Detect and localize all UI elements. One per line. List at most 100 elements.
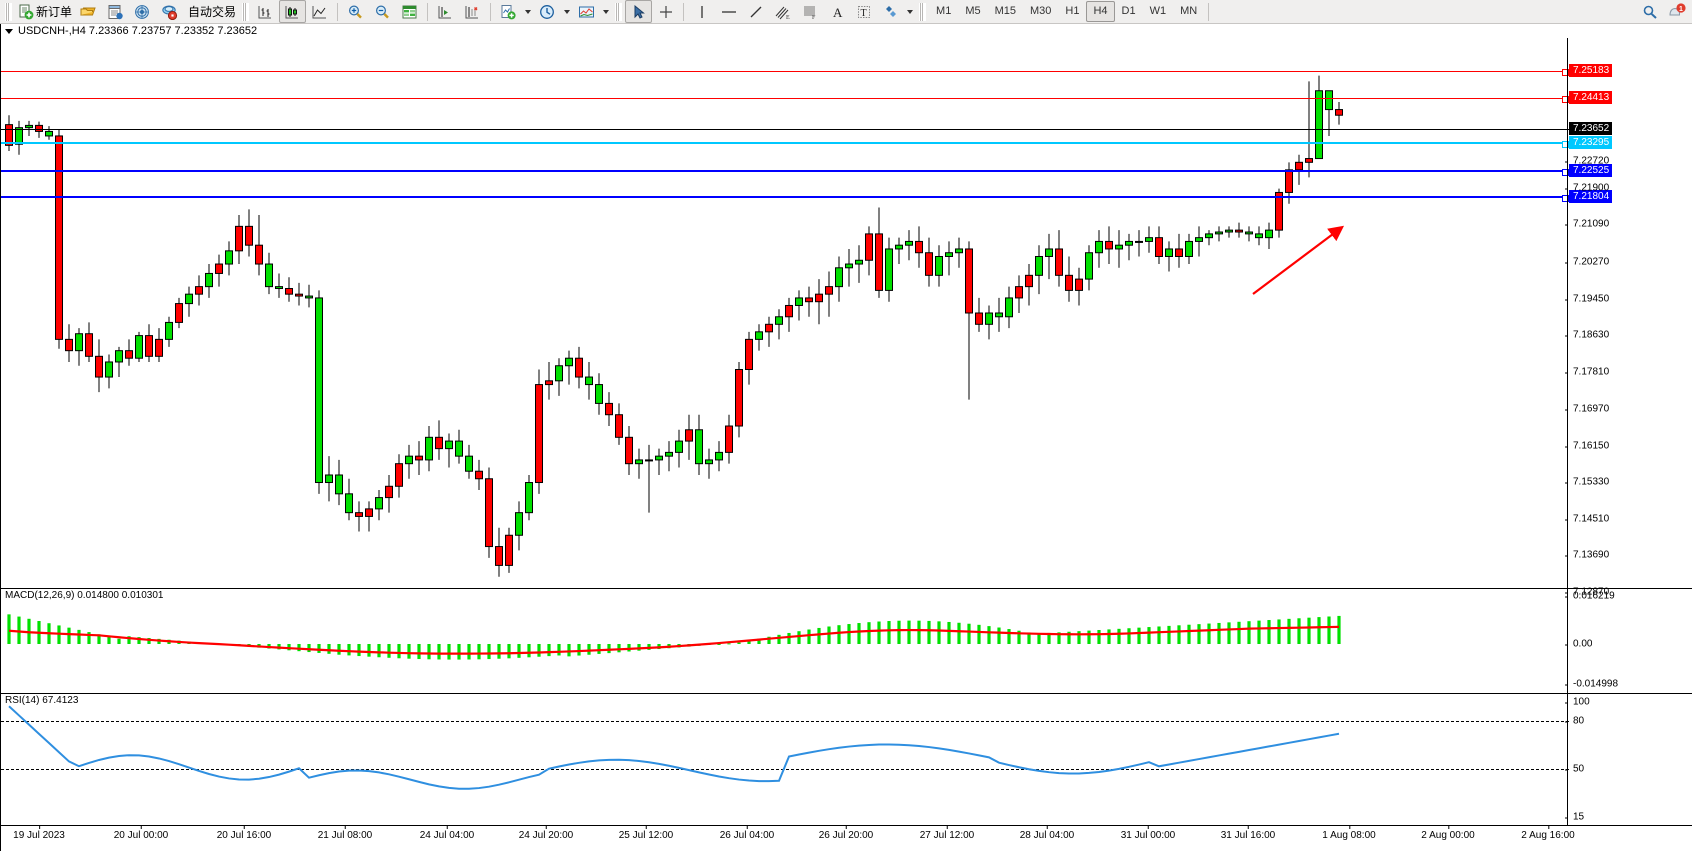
zoom-in-button[interactable] xyxy=(342,0,369,23)
toolbar-grip-4[interactable] xyxy=(919,2,927,21)
trendline-icon xyxy=(750,6,761,17)
timeframe-h1[interactable]: H1 xyxy=(1065,5,1080,17)
text-label-button[interactable]: T xyxy=(850,0,877,23)
rsi-label: RSI(14) 67.4123 xyxy=(5,695,79,706)
svg-text:T: T xyxy=(860,8,866,19)
price-level-support-1[interactable]: 7.22525 xyxy=(1,164,1613,177)
indicators-chevron-down-icon[interactable] xyxy=(603,9,610,14)
period-button[interactable] xyxy=(534,0,561,23)
timeframe-h4[interactable]: H4 xyxy=(1086,1,1115,22)
text-tool-button[interactable]: A xyxy=(823,0,850,23)
bid-price-tag: 7.23295 xyxy=(1569,136,1613,149)
price-level-support-2[interactable]: 7.21804 xyxy=(1,190,1613,203)
symbol-ohlc-text: USDCNH-,H4 7.23366 7.23757 7.23352 7.236… xyxy=(18,25,258,37)
level-handle[interactable] xyxy=(1562,195,1569,202)
new-order-button[interactable]: 新订单 xyxy=(15,0,75,23)
time-tick: 20 Jul 00:00 xyxy=(113,825,169,841)
market-watch-button[interactable] xyxy=(396,0,423,23)
toolbar-separator-3 xyxy=(490,2,492,21)
level-price-tag: 7.25183 xyxy=(1569,64,1613,77)
auto-trading-label: 自动交易 xyxy=(188,5,237,19)
rsi-pane[interactable]: RSI(14) 67.4123 100 80 50 15 xyxy=(1,693,1692,827)
indicators-button[interactable] xyxy=(573,0,600,23)
search-button[interactable] xyxy=(1636,0,1663,23)
shapes-button[interactable] xyxy=(877,0,904,23)
macd-tick: -0.014998 xyxy=(1564,679,1618,690)
templates-button[interactable] xyxy=(495,0,522,23)
level-price-tag: 7.22525 xyxy=(1569,164,1613,177)
line-chart-icon xyxy=(312,5,327,18)
level-handle[interactable] xyxy=(1562,141,1569,148)
zoom-out-icon xyxy=(376,4,389,18)
chart-window[interactable]: USDCNH-,H4 7.23366 7.23757 7.23352 7.236… xyxy=(0,24,1692,852)
timeframe-mn[interactable]: MN xyxy=(1180,5,1198,17)
price-level-resistance-2[interactable]: 7.24413 xyxy=(1,91,1613,104)
price-level-bid[interactable]: 7.23295 xyxy=(1,136,1613,149)
timeframe-m15[interactable]: M15 xyxy=(994,5,1016,17)
level-handle[interactable] xyxy=(1562,169,1569,176)
text-label-icon: T xyxy=(857,5,870,19)
time-tick: 25 Jul 12:00 xyxy=(618,825,674,841)
timeframe-d1[interactable]: D1 xyxy=(1121,5,1136,17)
timeframe-m1[interactable]: M1 xyxy=(936,5,952,17)
rsi-tick: 80 xyxy=(1564,716,1584,727)
macd-y-axis[interactable]: 0.016219 0.00 -0.014998 xyxy=(1564,589,1692,693)
toolbar-grip-2[interactable] xyxy=(242,2,250,21)
timeframe-m5[interactable]: M5 xyxy=(965,5,981,17)
templates-chevron-down-icon[interactable] xyxy=(525,9,532,14)
price-pane[interactable]: 7.25183 7.24413 7.23652 7.23295 7.22525 … xyxy=(1,38,1692,598)
strategy-tester-button[interactable] xyxy=(156,0,183,23)
fibonacci-icon: F xyxy=(803,6,816,20)
notifications-button[interactable]: 1 xyxy=(1663,0,1690,23)
rsi-tick: 50 xyxy=(1564,764,1584,775)
zoom-out-button[interactable] xyxy=(369,0,396,23)
price-tick: 7.21090 xyxy=(1564,219,1609,230)
navigator-button[interactable] xyxy=(129,0,156,23)
price-tick: 7.17810 xyxy=(1564,367,1609,378)
fibonacci-button[interactable]: F xyxy=(796,0,823,23)
macd-pane[interactable]: MACD(12,26,9) 0.014800 0.010301 0.016219… xyxy=(1,588,1692,694)
rsi-level-80 xyxy=(1,721,1569,722)
period-chevron-down-icon[interactable] xyxy=(564,9,571,14)
data-window-button[interactable] xyxy=(102,0,129,23)
horizontal-line-button[interactable] xyxy=(715,0,742,23)
line-chart-button[interactable] xyxy=(306,0,333,23)
auto-scroll-button[interactable] xyxy=(459,0,486,23)
time-tick: 28 Jul 04:00 xyxy=(1019,825,1075,841)
trendline-button[interactable] xyxy=(742,0,769,23)
price-tick: 7.15330 xyxy=(1564,477,1609,488)
equidistant-channel-button[interactable]: E xyxy=(769,0,796,23)
time-axis[interactable]: 19 Jul 2023 20 Jul 00:00 20 Jul 16:00 21 Ju… xyxy=(1,825,1692,852)
rsi-y-axis[interactable]: 100 80 50 15 xyxy=(1564,694,1692,826)
rsi-plot xyxy=(8,705,1340,790)
shapes-chevron-down-icon[interactable] xyxy=(907,9,914,14)
chart-menu-caret-icon[interactable] xyxy=(5,28,13,34)
new-order-icon xyxy=(19,4,34,19)
price-tick: 7.19450 xyxy=(1564,294,1609,305)
bar-chart-button[interactable] xyxy=(252,0,279,23)
macd-tick: 0.016219 xyxy=(1565,591,1615,602)
time-tick: 20 Jul 16:00 xyxy=(216,825,272,841)
level-handle[interactable] xyxy=(1562,96,1569,103)
price-y-axis[interactable]: 7.22720 7.21900 7.21090 7.20270 7.19450 … xyxy=(1564,38,1692,598)
candlestick-chart-button[interactable] xyxy=(279,0,307,23)
price-level-resistance-1[interactable]: 7.25183 xyxy=(1,64,1613,77)
auto-trading-button[interactable]: 自动交易 xyxy=(183,0,239,23)
navigator-globe-icon xyxy=(135,4,149,19)
level-handle[interactable] xyxy=(1562,69,1569,76)
vertical-line-button[interactable] xyxy=(688,0,715,23)
crosshair-tool-button[interactable] xyxy=(652,0,679,23)
time-tick: 1 Aug 08:00 xyxy=(1322,825,1376,841)
time-tick: 26 Jul 20:00 xyxy=(818,825,874,841)
auto-scroll-icon xyxy=(465,5,479,18)
timeframe-m30[interactable]: M30 xyxy=(1030,5,1052,17)
timeframe-w1[interactable]: W1 xyxy=(1149,5,1167,17)
cursor-tool-button[interactable] xyxy=(625,0,653,23)
toolbar-grip-3[interactable] xyxy=(615,2,623,21)
terminal-button[interactable] xyxy=(75,0,102,23)
zoom-in-icon xyxy=(349,4,362,18)
chart-shift-button[interactable] xyxy=(432,0,459,23)
clock-icon xyxy=(540,4,554,19)
new-order-label: 新订单 xyxy=(36,5,73,19)
toolbar-grip[interactable] xyxy=(5,2,12,21)
